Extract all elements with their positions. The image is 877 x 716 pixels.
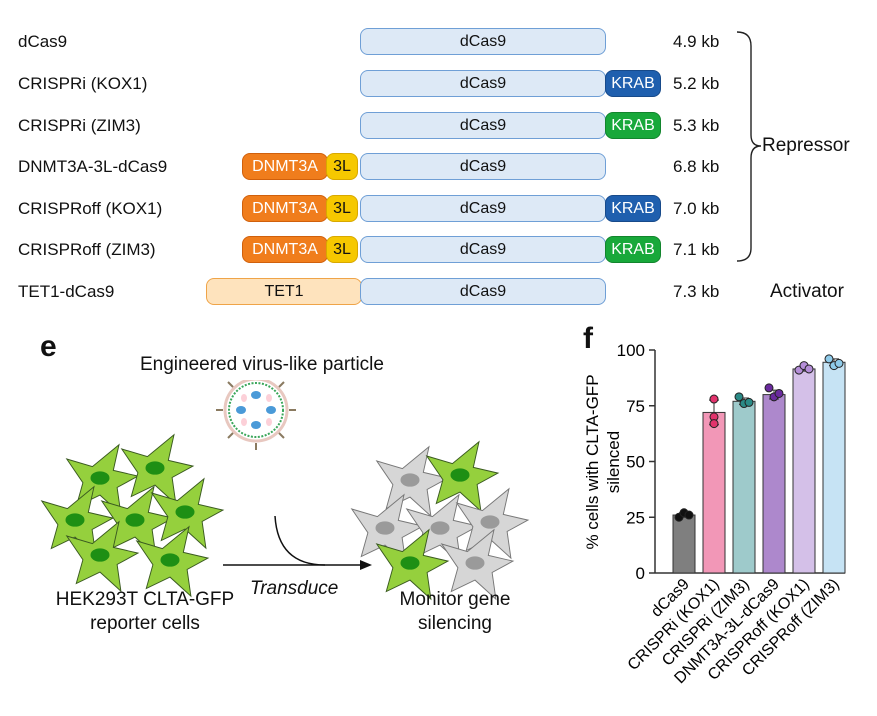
data-point xyxy=(804,364,814,374)
left-caption: HEK293T CLTA-GFP reporter cells xyxy=(55,589,235,634)
virus-like-particle-icon xyxy=(216,380,296,450)
construct-size: 7.3 kb xyxy=(673,282,720,301)
repressor-label: Repressor xyxy=(762,135,850,156)
panel-f-label: f xyxy=(583,322,593,355)
construct-name: CRISPRi (KOX1) xyxy=(18,74,148,93)
activator-label: Activator xyxy=(770,281,844,302)
tet1-domain: TET1 xyxy=(206,278,362,305)
data-point xyxy=(744,397,754,407)
bar xyxy=(732,400,756,574)
data-point xyxy=(709,394,719,404)
gfp-cells-icon xyxy=(40,433,225,598)
bar xyxy=(762,394,786,574)
transduction-diagram xyxy=(40,380,530,601)
y-tick-label: 25 xyxy=(626,508,645,527)
bar xyxy=(702,411,726,574)
krab-domain: KRAB xyxy=(605,112,661,139)
panel-e-label: e xyxy=(40,330,57,363)
construct-name: CRISPRi (ZIM3) xyxy=(18,116,141,135)
data-point xyxy=(734,392,744,402)
bar xyxy=(822,361,846,574)
silenced-cells-icon xyxy=(350,440,530,601)
construct-size: 6.8 kb xyxy=(673,157,720,176)
construct-name: DNMT3A-3L-dCas9 xyxy=(18,157,168,176)
data-point xyxy=(774,388,784,398)
data-point xyxy=(684,510,694,520)
data-point xyxy=(824,354,834,364)
krab-domain: KRAB xyxy=(605,70,661,97)
y-axis-label: % cells with CLTA-GFP silenced xyxy=(583,374,623,549)
dcas9-domain: dCas9 xyxy=(360,236,606,263)
right-caption: Monitor gene silencing xyxy=(399,589,511,634)
data-point xyxy=(834,358,844,368)
y-tick-label: 75 xyxy=(626,397,645,416)
dcas9-domain: dCas9 xyxy=(360,195,606,222)
krab-domain: KRAB xyxy=(605,236,661,263)
construct-name: TET1-dCas9 xyxy=(18,282,115,301)
y-tick-label: 50 xyxy=(626,453,645,472)
y-tick-label: 100 xyxy=(617,341,645,360)
construct-size: 7.0 kb xyxy=(673,199,720,218)
dcas9-domain: dCas9 xyxy=(360,153,606,180)
repressor-bracket xyxy=(736,31,762,262)
construct-name: CRISPRoff (ZIM3) xyxy=(18,240,156,259)
vlp-title: Engineered virus-like particle xyxy=(140,354,384,375)
dnmt3a-domain: DNMT3A xyxy=(242,236,328,263)
bar xyxy=(672,514,696,574)
3l-domain: 3L xyxy=(326,195,358,222)
dcas9-domain: dCas9 xyxy=(360,112,606,139)
data-point xyxy=(764,383,774,393)
construct-size: 5.2 kb xyxy=(673,74,720,93)
3l-domain: 3L xyxy=(326,153,358,180)
dcas9-domain: dCas9 xyxy=(360,28,606,55)
construct-name: dCas9 xyxy=(18,32,68,51)
curved-arrow xyxy=(274,515,326,566)
construct-name: CRISPRoff (KOX1) xyxy=(18,199,163,218)
transduce-label: Transduce xyxy=(250,578,339,599)
dnmt3a-domain: DNMT3A xyxy=(242,195,328,222)
bar xyxy=(792,368,816,574)
data-point xyxy=(709,419,719,429)
dcas9-domain: dCas9 xyxy=(360,70,606,97)
krab-domain: KRAB xyxy=(605,195,661,222)
construct-size: 5.3 kb xyxy=(673,116,720,135)
y-tick-label: 0 xyxy=(636,564,645,583)
construct-size: 4.9 kb xyxy=(673,32,720,51)
dcas9-domain: dCas9 xyxy=(360,278,606,305)
dnmt3a-domain: DNMT3A xyxy=(242,153,328,180)
construct-size: 7.1 kb xyxy=(673,240,720,259)
3l-domain: 3L xyxy=(326,236,358,263)
